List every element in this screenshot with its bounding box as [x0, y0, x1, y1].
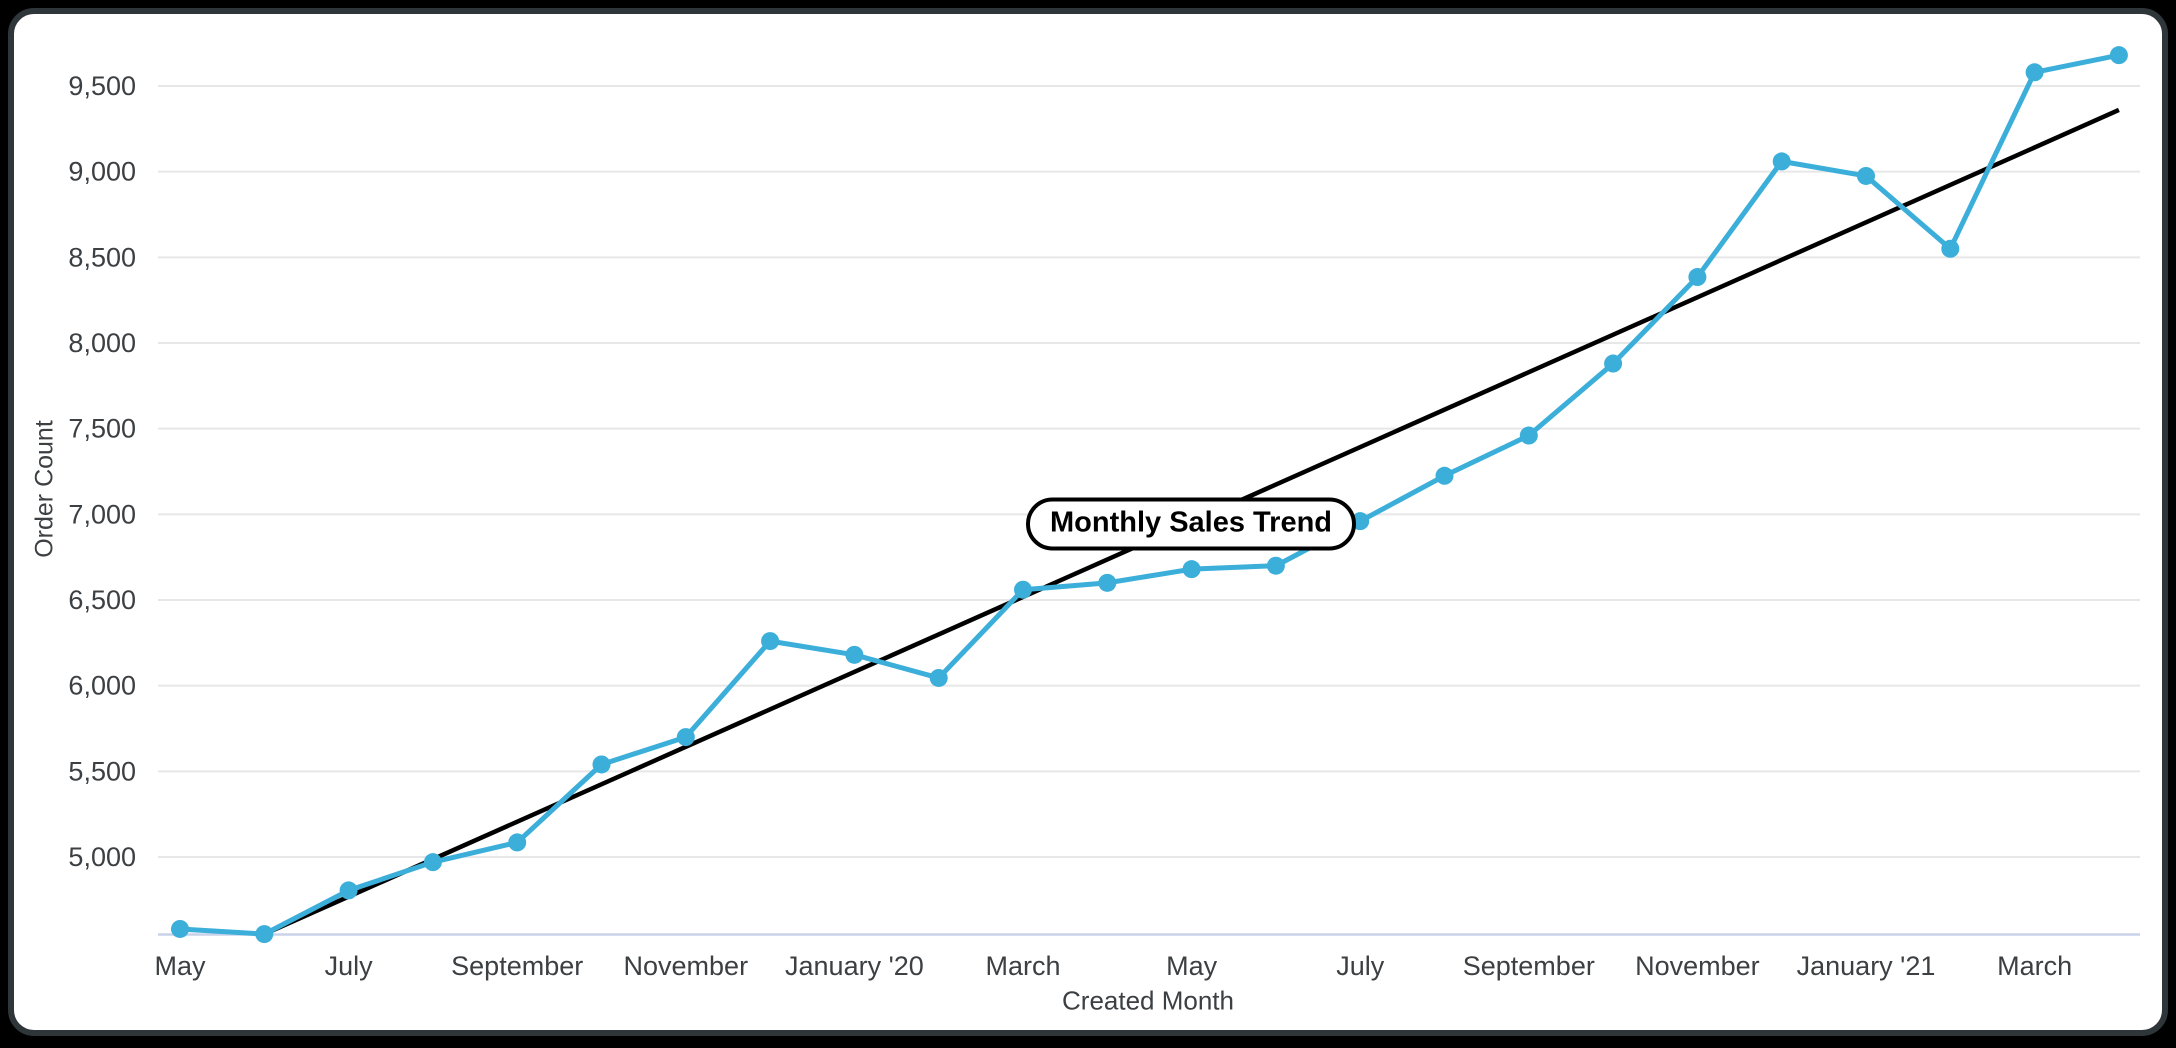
y-tick-label: 8,500 [68, 242, 136, 272]
data-point-aug-19 [423, 853, 442, 872]
y-tick-label: 6,000 [68, 671, 136, 701]
y-tick-label: 7,000 [68, 499, 136, 529]
y-tick-label: 9,500 [68, 71, 136, 101]
data-point-mar-20 [1014, 580, 1032, 599]
x-tick-label: November [624, 951, 749, 981]
data-point-sep-19 [508, 833, 527, 852]
x-tick-label: January '20 [785, 951, 924, 981]
y-tick-label: 6,500 [68, 585, 136, 615]
x-tick-label: March [985, 951, 1060, 981]
data-point-jan-21 [1857, 166, 1875, 185]
data-point-oct-20 [1604, 354, 1623, 373]
data-point-dec-19 [761, 632, 780, 651]
data-point-may-20 [1182, 560, 1201, 579]
data-point-dec-20 [1772, 152, 1791, 171]
data-point-may-19 [171, 919, 189, 938]
data-point-apr-21 [2109, 46, 2128, 65]
trend-annotation-label: Monthly Sales Trend [1026, 497, 1356, 551]
y-tick-label: 7,500 [68, 414, 136, 444]
x-tick-label: May [154, 951, 206, 981]
x-axis-title: Created Month [1062, 985, 1234, 1016]
y-tick-label: 5,500 [68, 756, 136, 786]
data-point-apr-20 [1098, 573, 1117, 592]
x-tick-label: January '21 [1797, 951, 1936, 981]
data-point-jun-20 [1266, 556, 1285, 575]
series-line [177, 52, 2122, 937]
y-tick-label: 9,000 [68, 157, 136, 187]
data-point-mar-21 [2025, 63, 2044, 82]
data-point-oct-19 [592, 755, 611, 774]
data-point-aug-20 [1435, 466, 1454, 485]
y-tick-label: 8,000 [68, 328, 136, 358]
data-point-feb-20 [929, 668, 948, 687]
x-tick-label: July [1336, 951, 1385, 981]
data-point-nov-20 [1688, 268, 1707, 287]
x-tick-label: November [1635, 951, 1760, 981]
data-point-jun-19 [255, 925, 274, 944]
data-point-sep-20 [1519, 426, 1538, 445]
data-point-nov-19 [676, 728, 695, 747]
y-axis-title: Order Count [30, 420, 59, 558]
x-tick-label: September [1463, 951, 1595, 981]
x-tick-label: September [451, 951, 583, 981]
data-point-jan-20 [845, 645, 864, 664]
x-tick-label: March [1997, 951, 2072, 981]
data-point-feb-21 [1941, 239, 1960, 258]
x-tick-label: July [325, 951, 374, 981]
data-point-jul-19 [339, 881, 358, 900]
x-tick-label: May [1166, 951, 1218, 981]
y-tick-label: 5,000 [68, 842, 136, 872]
